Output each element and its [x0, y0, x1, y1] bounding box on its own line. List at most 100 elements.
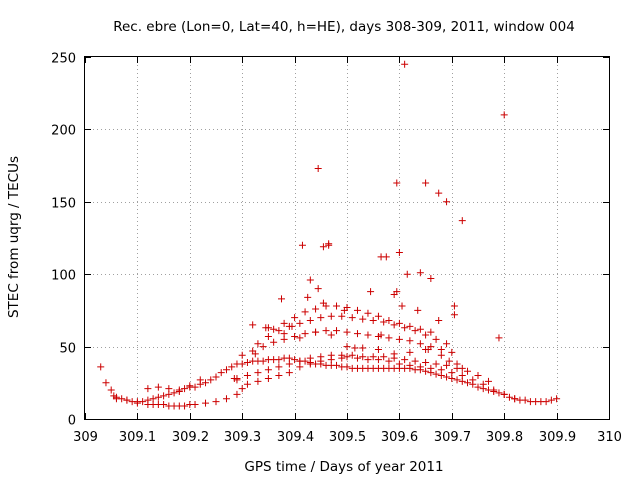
data-point — [212, 398, 220, 406]
data-point — [291, 314, 299, 322]
data-point — [427, 328, 435, 336]
data-point — [521, 396, 529, 404]
data-point — [401, 324, 409, 332]
data-point — [395, 248, 403, 256]
data-point — [181, 402, 189, 410]
data-point — [432, 370, 440, 378]
data-point — [542, 398, 550, 406]
data-point — [343, 363, 351, 371]
data-point — [432, 335, 440, 343]
data-point — [437, 366, 445, 374]
data-point — [422, 359, 430, 367]
data-point — [416, 340, 424, 348]
data-point — [228, 363, 236, 371]
data-point — [202, 379, 210, 387]
data-point — [306, 354, 314, 362]
data-point — [296, 319, 304, 327]
data-point — [403, 270, 411, 278]
data-point — [374, 356, 382, 364]
axis-ticks: 309 309.1 309.2 309.3 309.4 309.5 309.6 309.7 30… — [51, 52, 622, 446]
data-point — [298, 241, 306, 249]
data-point — [275, 356, 283, 364]
x-tick-label: 309.1 — [119, 430, 156, 445]
data-point — [443, 340, 451, 348]
data-point — [406, 348, 414, 356]
data-point — [243, 380, 251, 388]
data-point — [450, 302, 458, 310]
data-point — [416, 363, 424, 371]
data-point — [453, 376, 461, 384]
y-tick-label: 250 — [51, 52, 76, 67]
data-point — [319, 299, 327, 307]
data-point — [435, 317, 443, 325]
data-point — [406, 337, 414, 345]
data-point — [448, 348, 456, 356]
data-point — [443, 198, 451, 206]
data-point — [314, 164, 322, 172]
data-points — [97, 60, 561, 410]
x-tick-label: 309.7 — [434, 430, 471, 445]
data-point — [144, 385, 152, 393]
data-point — [353, 330, 361, 338]
data-point — [380, 353, 388, 361]
data-point — [254, 340, 262, 348]
data-point — [186, 383, 194, 391]
data-point — [369, 317, 377, 325]
data-point — [333, 302, 341, 310]
data-point — [254, 369, 262, 377]
data-point — [338, 312, 346, 320]
data-point — [511, 395, 519, 403]
plot-frame — [84, 56, 610, 420]
data-point — [160, 401, 168, 409]
data-point — [312, 328, 320, 336]
data-point — [364, 356, 372, 364]
data-point — [343, 353, 351, 361]
data-point — [359, 315, 367, 323]
data-point — [212, 373, 220, 381]
data-point — [464, 367, 472, 375]
data-point — [301, 330, 309, 338]
data-point — [217, 369, 225, 377]
x-tick-label: 309.4 — [277, 430, 314, 445]
data-point — [170, 389, 178, 397]
data-point — [448, 369, 456, 377]
data-point — [264, 374, 272, 382]
data-point — [175, 386, 183, 394]
y-tick-label: 150 — [51, 197, 76, 212]
data-point — [154, 393, 162, 401]
data-point — [327, 331, 335, 339]
data-point — [327, 351, 335, 359]
data-point — [395, 335, 403, 343]
data-point — [385, 317, 393, 325]
chart-title: Rec. ebre (Lon=0, Lat=40, h=HE), days 30… — [113, 19, 575, 35]
data-point — [422, 179, 430, 187]
y-tick-label: 0 — [68, 414, 76, 429]
data-point — [264, 366, 272, 374]
data-point — [306, 276, 314, 284]
data-point — [553, 395, 561, 403]
data-point — [296, 357, 304, 365]
x-tick-label: 309.6 — [381, 430, 418, 445]
data-point — [390, 290, 398, 298]
data-point — [123, 396, 131, 404]
data-point — [202, 399, 210, 407]
data-point — [474, 372, 482, 380]
data-point — [348, 351, 356, 359]
data-point — [458, 217, 466, 225]
y-tick-label: 50 — [59, 342, 76, 357]
data-point — [288, 322, 296, 330]
data-point — [165, 385, 173, 393]
data-point — [238, 360, 246, 368]
data-point — [390, 350, 398, 358]
data-point — [301, 308, 309, 316]
x-tick-label: 309 — [73, 430, 98, 445]
x-tick-label: 309.8 — [486, 430, 523, 445]
data-point — [139, 398, 147, 406]
data-point — [393, 179, 401, 187]
data-point — [312, 305, 320, 313]
data-point — [500, 111, 508, 119]
data-point — [385, 334, 393, 342]
data-point — [353, 354, 361, 362]
data-point — [97, 363, 105, 371]
data-point — [322, 327, 330, 335]
